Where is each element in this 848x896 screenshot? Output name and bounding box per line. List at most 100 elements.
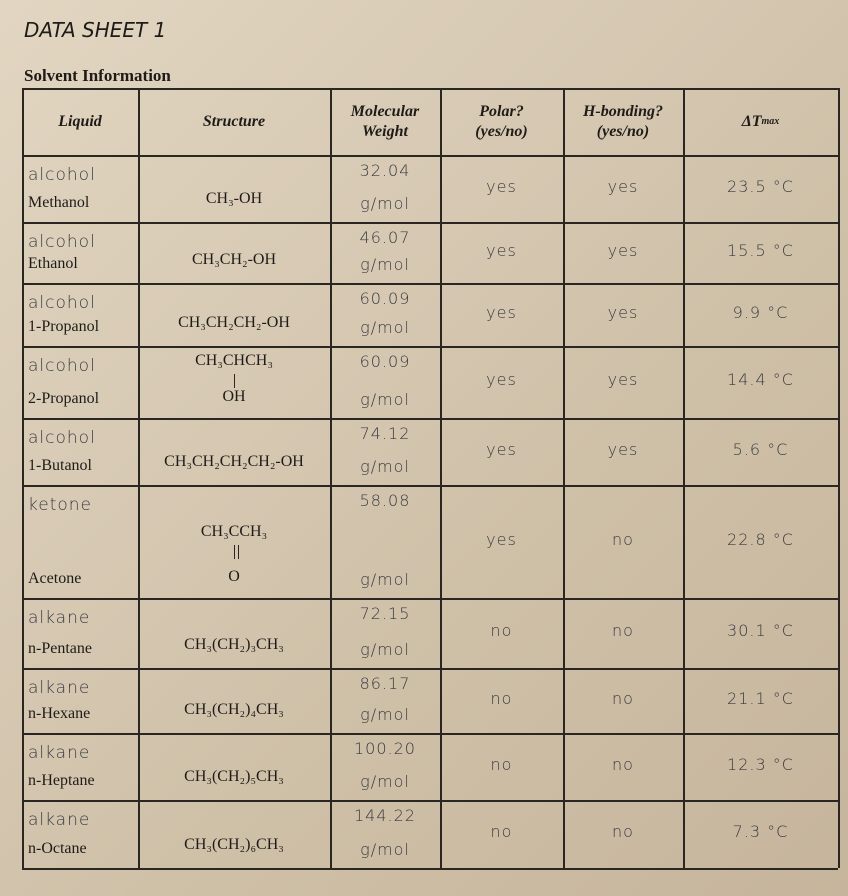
molecular-weight: 46.07: [359, 228, 411, 247]
polar: yes: [486, 529, 517, 549]
liquid-name: 2-Propanol: [28, 390, 100, 407]
table-border: [22, 283, 838, 285]
liquid-name: 1-Propanol: [28, 318, 100, 335]
molecular-weight: 32.04: [359, 161, 411, 180]
molecular-weight-unit: g/mol: [360, 772, 410, 791]
molecular-weight: 60.09: [359, 289, 411, 308]
column-header: Molecular Weight: [350, 103, 420, 140]
structure: CH₃(CH₂)₄CH₃: [184, 701, 284, 718]
molecular-weight: 72.15: [359, 604, 411, 623]
liquid-class: alcohol: [28, 232, 96, 252]
molecular-weight: 58.08: [359, 491, 411, 510]
liquid-class: alkane: [28, 608, 91, 628]
hbond: yes: [607, 240, 639, 260]
molecular-weight: 100.20: [354, 739, 416, 758]
molecular-weight-unit: g/mol: [360, 705, 410, 724]
molecular-weight-unit: g/mol: [360, 640, 410, 659]
column-header-sub: max: [761, 115, 780, 127]
title: DATA SHEET 1: [24, 18, 167, 42]
table-border: [330, 88, 332, 868]
table-border: [22, 418, 838, 420]
structure: CH₃(CH₂)₆CH₃: [184, 836, 284, 853]
liquid-name: n-Octane: [28, 840, 87, 857]
delta-t: 22.8 °C: [727, 529, 794, 549]
structure-sub: O: [228, 568, 240, 585]
delta-t: 7.3 °C: [732, 822, 789, 841]
column-header: H-bonding? (yes/no): [582, 103, 663, 140]
liquid-name: 1-Butanol: [28, 457, 92, 474]
molecular-weight: 74.12: [359, 424, 411, 443]
table-border: [683, 88, 685, 868]
hbond: yes: [607, 302, 639, 322]
liquid-name: Ethanol: [28, 255, 78, 272]
structure: CH₃-OH: [205, 190, 263, 207]
liquid-class: alcohol: [28, 165, 96, 185]
polar: yes: [486, 240, 517, 260]
table-border: [22, 346, 838, 348]
column-header: Structure: [202, 113, 266, 130]
hbond: no: [612, 621, 634, 640]
liquid-name: n-Heptane: [28, 772, 95, 789]
table-border: [22, 88, 24, 868]
delta-t: 30.1 °C: [727, 621, 794, 640]
structure-sub: OH: [222, 388, 246, 405]
bond: [234, 374, 235, 388]
delta-t: 14.4 °C: [727, 370, 794, 389]
liquid-name: n-Pentane: [28, 640, 92, 657]
bond: [238, 545, 239, 559]
liquid-class: ketone: [28, 495, 92, 515]
polar: yes: [486, 176, 517, 196]
table-border: [22, 668, 838, 670]
column-header: ΔT max: [683, 98, 838, 146]
table-border: [138, 88, 140, 868]
hbond: yes: [607, 370, 639, 389]
hbond: yes: [607, 439, 639, 459]
hbond: no: [612, 754, 634, 774]
polar: no: [490, 822, 513, 841]
polar: yes: [486, 302, 517, 322]
table-border: [22, 598, 838, 600]
table-border: [22, 485, 838, 487]
table-border: [838, 88, 840, 868]
structure: CH₃(CH₂)₃CH₃: [184, 636, 284, 653]
molecular-weight-unit: g/mol: [360, 194, 410, 213]
molecular-weight: 60.09: [359, 352, 411, 371]
table-border: [22, 733, 838, 735]
molecular-weight-unit: g/mol: [360, 840, 410, 859]
column-header: Liquid: [58, 113, 102, 130]
polar: no: [490, 754, 513, 774]
delta-t: 9.9 °C: [732, 302, 789, 322]
liquid-class: alkane: [28, 678, 91, 698]
section-title: Solvent Information: [24, 66, 171, 85]
hbond: yes: [607, 176, 639, 196]
column-header: Polar? (yes/no): [475, 103, 528, 140]
liquid-class: alkane: [28, 810, 91, 830]
structure: CH₃CH₂CH₂CH₂-OH: [164, 453, 304, 470]
delta-t: 21.1 °C: [727, 688, 794, 708]
delta-t: 23.5 °C: [727, 176, 794, 196]
hbond: no: [612, 529, 634, 549]
column-header-text: ΔT: [741, 113, 762, 130]
liquid-class: alcohol: [28, 428, 96, 448]
liquid-class: alcohol: [28, 356, 96, 376]
polar: yes: [486, 439, 517, 459]
polar: no: [490, 688, 513, 708]
hbond: no: [612, 688, 634, 708]
table-border: [22, 800, 838, 802]
liquid-name: n-Hexane: [28, 705, 91, 722]
molecular-weight-unit: g/mol: [360, 570, 410, 589]
table-border: [22, 222, 838, 224]
delta-t: 5.6 °C: [732, 439, 789, 459]
molecular-weight-unit: g/mol: [360, 390, 410, 409]
delta-t: 15.5 °C: [727, 240, 794, 260]
liquid-name: Acetone: [28, 570, 82, 587]
hbond: no: [612, 822, 634, 841]
structure: CH₃CHCH₃: [195, 352, 273, 369]
bond: [234, 545, 235, 559]
structure: CH₃CH₂-OH: [191, 251, 277, 268]
table-border: [22, 868, 838, 870]
molecular-weight-unit: g/mol: [360, 457, 410, 476]
structure: CH₃CH₂CH₂-OH: [178, 314, 290, 331]
table-border: [22, 155, 838, 157]
